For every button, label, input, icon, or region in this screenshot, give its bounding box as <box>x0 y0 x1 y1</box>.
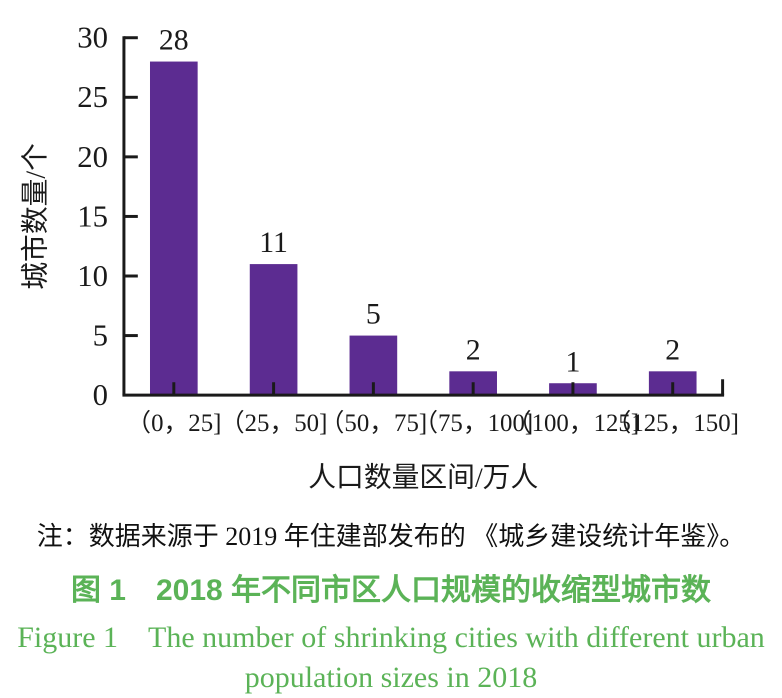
caption-chinese: 图 1 2018 年不同市区人口规模的收缩型城市数 <box>70 574 712 608</box>
category-label: （25，50] <box>220 409 328 437</box>
y-tick-label: 0 <box>93 378 108 412</box>
y-tick-label: 25 <box>77 80 108 114</box>
bar-value-label: 1 <box>565 345 580 378</box>
y-axis-title: 城市数量/个 <box>21 143 52 290</box>
category-label: （125，150] <box>607 409 739 437</box>
caption-english: Figure 1 The number of shrinking cities … <box>0 618 782 698</box>
bar-value-label: 28 <box>159 24 189 57</box>
y-tick-label: 30 <box>77 21 108 55</box>
category-label: （75，100] <box>413 409 533 437</box>
category-label: （100，125] <box>507 409 639 437</box>
y-tick-label: 20 <box>77 140 108 174</box>
y-tick-label: 10 <box>77 259 108 293</box>
bar-chart: 28 （0，25] 11 （25，50] 5 （50，75] 2 （75，100] 1 （100，… <box>21 21 739 494</box>
category-label: （50，75] <box>320 409 428 437</box>
caption-english-line1: Figure 1 The number of shrinking cities … <box>17 621 765 655</box>
x-axis-title: 人口数量区间/万人 <box>308 462 538 493</box>
bar-value-label: 5 <box>366 298 381 331</box>
caption-english-line2: population sizes in 2018 <box>244 661 538 695</box>
source-note: 注：数据来源于 2019 年住建部发布的 《城乡建设统计年鉴》。 <box>36 522 746 552</box>
bar <box>149 61 198 396</box>
bar <box>249 264 298 396</box>
y-tick-label: 15 <box>77 199 108 233</box>
y-tick-label: 5 <box>93 319 108 353</box>
bar-value-label: 2 <box>466 333 481 366</box>
category-label: （0，25] <box>126 409 221 437</box>
bar-value-label: 11 <box>259 226 288 259</box>
bar-value-label: 2 <box>665 333 680 366</box>
